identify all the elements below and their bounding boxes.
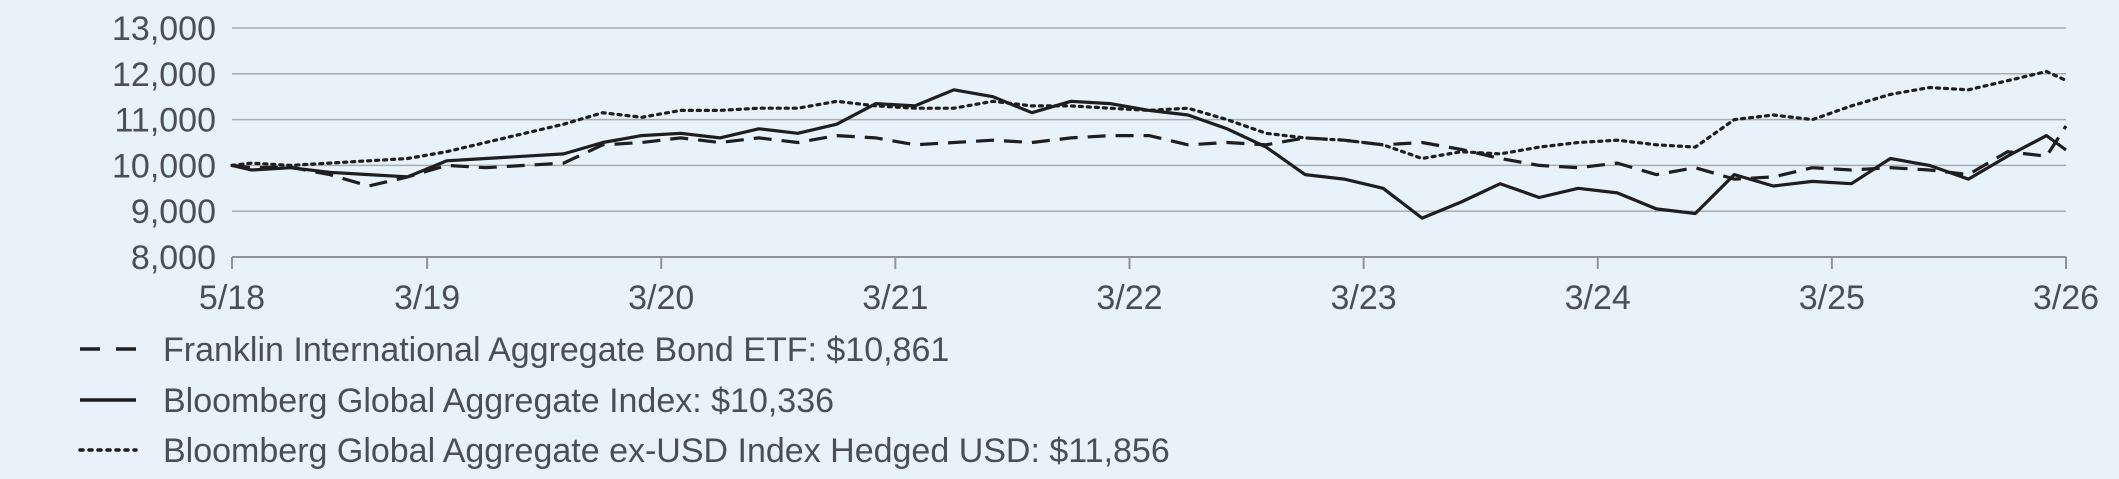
legend: Franklin International Aggregate Bond ET… — [78, 331, 1170, 470]
x-tick-label: 3/19 — [394, 279, 460, 317]
legend-label: Bloomberg Global Aggregate ex-USD Index … — [163, 432, 1170, 470]
y-tick-label: 8,000 — [131, 239, 216, 277]
series-line-dashed — [231, 125, 2068, 188]
x-tick-label: 3/23 — [1331, 279, 1397, 317]
y-tick-label: 12,000 — [112, 56, 216, 94]
series-line-dotted — [230, 69, 2068, 167]
gridlines — [232, 27, 2066, 258]
y-tick-label: 13,000 — [112, 10, 216, 48]
x-axis: 5/18 3/19 3/20 3/21 3/22 3/23 3/24 3/25 3/26 — [199, 257, 2099, 317]
x-tick-label: 3/26 — [2033, 279, 2099, 317]
x-tick-label: 3/24 — [1565, 279, 1631, 317]
legend-label: Bloomberg Global Aggregate Index: $10,33… — [163, 382, 834, 420]
x-tick-label: 3/25 — [1799, 279, 1865, 317]
series-lines — [230, 69, 2068, 220]
x-tick-label: 3/22 — [1096, 279, 1162, 317]
series-line-solid — [231, 88, 2067, 220]
y-tick-label: 11,000 — [115, 102, 216, 140]
x-tick-label: 3/20 — [628, 279, 694, 317]
legend-label: Franklin International Aggregate Bond ET… — [163, 331, 949, 369]
x-tick-label: 5/18 — [199, 279, 265, 317]
x-tick-label: 3/21 — [862, 279, 928, 317]
y-axis-ticks: 8,000 9,000 10,000 11,000 12,000 13,000 — [112, 10, 216, 277]
y-tick-label: 9,000 — [131, 193, 216, 231]
y-tick-label: 10,000 — [112, 147, 216, 185]
